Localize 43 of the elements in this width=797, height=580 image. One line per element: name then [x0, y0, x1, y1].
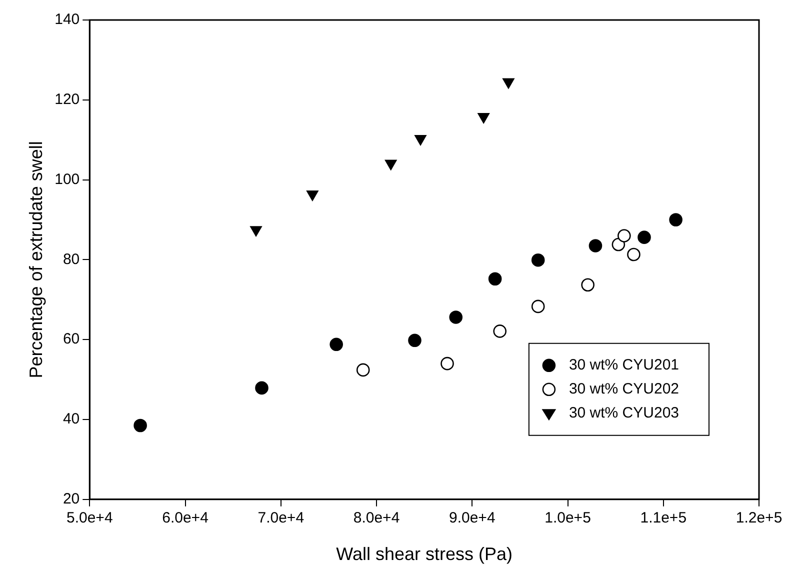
- point: [408, 334, 422, 348]
- x-tick-label: 5.0e+4: [66, 510, 113, 527]
- x-axis-title: Wall shear stress (Pa): [336, 544, 512, 564]
- point: [478, 113, 490, 124]
- point: [356, 363, 370, 377]
- point: [440, 356, 454, 370]
- y-tick-label: 40: [62, 410, 80, 428]
- x-tick-label: 6.0e+4: [162, 510, 208, 527]
- point: [493, 324, 507, 338]
- point: [488, 272, 502, 286]
- point: [255, 381, 268, 395]
- point: [134, 418, 147, 432]
- point: [502, 78, 514, 89]
- y-tick-label: 100: [54, 170, 80, 188]
- y-tick-label: 140: [54, 11, 80, 28]
- point: [449, 310, 463, 324]
- x-tick-label: 1.1e+5: [640, 510, 687, 527]
- y-axis-title: Percentage of extrudate swell: [26, 141, 46, 378]
- x-tick-label: 9.0e+4: [448, 510, 496, 527]
- point: [531, 300, 545, 314]
- y-tick-label: 20: [62, 490, 80, 508]
- point: [581, 278, 594, 292]
- point: [588, 239, 602, 252]
- x-tick-label: 8.0e+4: [353, 510, 400, 527]
- x-tick-label: 1.2e+5: [736, 510, 782, 527]
- point: [669, 213, 682, 226]
- legend-label: 30 wt% CYU202: [568, 380, 680, 398]
- y-tick-label: 80: [62, 250, 80, 268]
- point: [330, 338, 343, 352]
- point: [306, 190, 318, 201]
- point: [531, 253, 545, 267]
- point: [618, 229, 631, 242]
- point: [250, 226, 262, 236]
- y-tick-label: 60: [62, 330, 80, 348]
- point: [627, 248, 640, 262]
- point: [638, 230, 651, 244]
- y-tick-label: 120: [54, 91, 80, 108]
- point: [385, 160, 397, 170]
- x-tick-label: 1.0e+5: [544, 510, 591, 527]
- legend-label: 30 wt% CYU201: [568, 356, 680, 374]
- legend-label: 30 wt% CYU203: [568, 404, 680, 422]
- point: [414, 135, 426, 146]
- x-tick-label: 7.0e+4: [258, 510, 304, 527]
